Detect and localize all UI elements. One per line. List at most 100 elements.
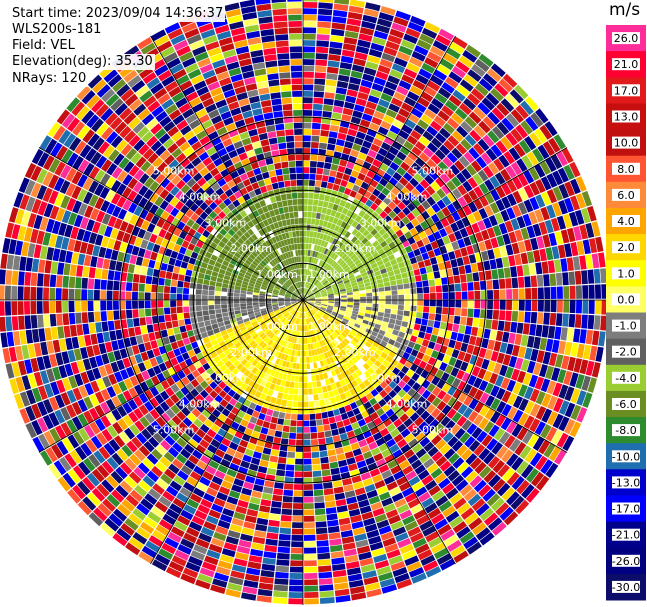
range-gate	[49, 314, 57, 327]
range-gate	[306, 230, 310, 237]
range-gate	[285, 348, 290, 355]
range-gate	[308, 276, 312, 283]
range-gate	[110, 228, 119, 240]
range-gate	[295, 369, 300, 376]
range-gate	[574, 209, 585, 225]
range-gate	[303, 395, 309, 402]
range-gate	[312, 308, 318, 313]
range-gate	[173, 426, 184, 437]
range-gate	[272, 306, 279, 310]
range-gate	[163, 293, 170, 300]
range-gate	[170, 279, 178, 287]
range-gate	[170, 186, 180, 196]
range-gate	[244, 274, 251, 280]
range-gate	[448, 292, 455, 300]
range-gate	[69, 324, 78, 337]
range-gate	[204, 197, 214, 206]
range-gate	[170, 393, 180, 404]
range-gate	[94, 234, 104, 246]
range-gate	[191, 182, 201, 193]
range-gate	[538, 439, 551, 455]
range-gate	[376, 315, 384, 321]
range-gate	[535, 324, 543, 337]
range-gate	[431, 408, 441, 419]
range-gate	[508, 355, 518, 368]
range-gate	[277, 280, 284, 286]
range-gate	[91, 118, 104, 133]
range-gate	[179, 325, 187, 333]
range-gate	[355, 413, 364, 422]
range-gate	[415, 432, 426, 443]
range-gate	[273, 309, 280, 313]
range-gate	[393, 470, 405, 481]
range-gate	[185, 269, 193, 277]
range-gate	[68, 276, 76, 288]
range-gate	[332, 16, 347, 24]
range-gate	[305, 305, 308, 312]
range-gate	[182, 417, 193, 427]
range-gate	[492, 310, 500, 320]
range-gate	[285, 304, 292, 308]
range-gate	[466, 541, 482, 555]
range-gate	[307, 275, 310, 282]
range-gate	[294, 304, 299, 310]
range-gate	[176, 293, 183, 300]
range-gate	[171, 373, 181, 383]
range-gate	[259, 371, 266, 379]
range-gate	[395, 454, 407, 465]
range-gate	[448, 251, 456, 260]
range-gate	[88, 180, 99, 194]
range-gate	[390, 280, 397, 286]
range-gate	[246, 442, 256, 451]
range-gate	[403, 68, 418, 79]
range-gate	[284, 300, 291, 302]
range-gate	[303, 78, 314, 85]
range-gate	[306, 363, 311, 370]
range-gate	[259, 300, 265, 303]
range-gate	[389, 125, 401, 135]
range-gate	[403, 140, 414, 151]
range-gate	[373, 553, 388, 563]
range-gate	[405, 470, 417, 481]
range-gate	[111, 396, 122, 408]
range-gate	[199, 423, 210, 434]
range-gate	[42, 187, 53, 203]
range-gate	[235, 332, 243, 338]
range-gate	[159, 149, 171, 161]
range-gate	[433, 247, 442, 257]
range-gate	[305, 305, 309, 311]
range-gate	[303, 27, 317, 34]
range-gate	[353, 427, 363, 436]
range-gate	[143, 189, 154, 200]
range-gate	[221, 437, 231, 447]
range-gate	[495, 330, 504, 342]
range-gate	[291, 302, 298, 305]
range-gate	[212, 237, 221, 245]
range-gate	[314, 508, 326, 516]
range-gate	[159, 322, 167, 331]
range-gate	[320, 130, 329, 137]
range-gate	[380, 92, 393, 103]
range-gate	[253, 292, 259, 296]
range-gate	[305, 312, 307, 319]
range-gate	[421, 200, 431, 210]
range-gate	[410, 532, 424, 543]
range-gate	[351, 356, 358, 364]
range-gate	[314, 72, 326, 79]
range-gate	[379, 491, 391, 501]
range-gate	[435, 439, 447, 451]
range-gate	[323, 488, 334, 496]
range-gate	[339, 286, 346, 290]
range-gate	[106, 203, 116, 215]
range-gate	[197, 272, 205, 279]
range-gate	[391, 346, 399, 354]
range-gate	[210, 318, 218, 325]
range-gate	[243, 332, 250, 338]
range-gate	[374, 479, 386, 489]
range-gate	[383, 433, 393, 443]
range-gate	[556, 432, 569, 448]
range-gate	[15, 376, 25, 393]
range-gate	[381, 272, 389, 279]
range-gate	[288, 307, 294, 312]
range-gate	[353, 164, 362, 173]
